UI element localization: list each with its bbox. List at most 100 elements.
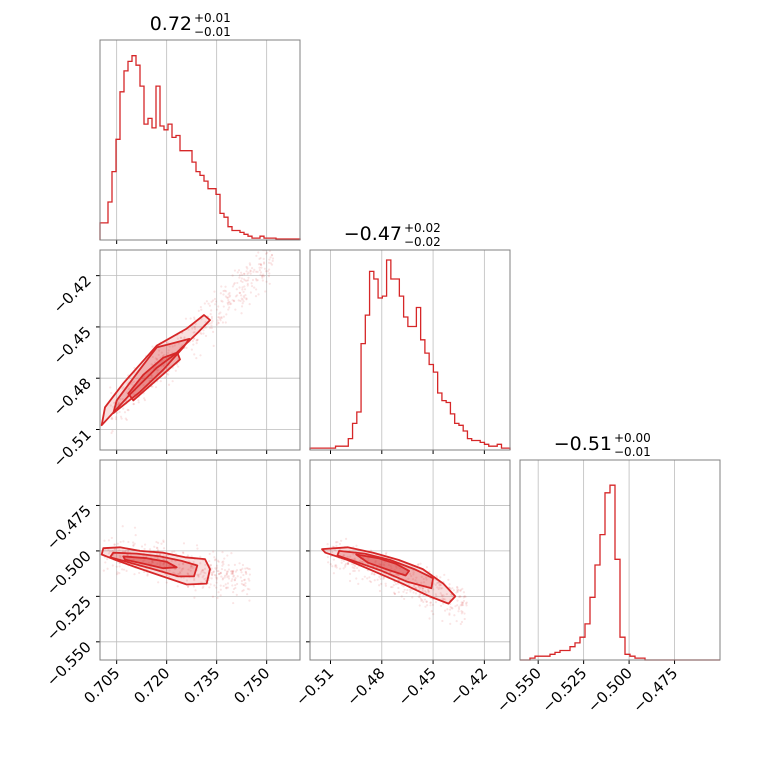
contour-level-3	[355, 553, 410, 577]
scatter-point	[225, 574, 228, 577]
scatter-point	[361, 578, 364, 581]
scatter-point	[230, 302, 233, 305]
scatter-point	[210, 577, 213, 580]
scatter-point	[445, 593, 448, 596]
scatter-point	[168, 345, 171, 348]
scatter-point	[122, 568, 126, 571]
scatter-point	[434, 583, 437, 587]
scatter-point	[449, 622, 452, 625]
scatter-point	[240, 297, 243, 300]
scatter-point	[234, 577, 237, 580]
scatter-point	[241, 567, 244, 570]
scatter-point	[243, 578, 246, 581]
scatter-point	[355, 577, 358, 580]
scatter-point	[455, 591, 458, 594]
scatter-point	[127, 540, 130, 544]
scatter-point	[233, 579, 236, 582]
scatter-point	[439, 604, 443, 607]
scatter-point	[255, 279, 258, 282]
scatter-point	[117, 401, 120, 405]
scatter-point	[193, 318, 196, 321]
scatter-point	[327, 561, 330, 564]
scatter-point	[419, 562, 422, 565]
scatter-point	[462, 599, 466, 603]
scatter-point	[226, 296, 229, 299]
scatter-point	[262, 275, 266, 278]
scatter-point	[226, 296, 230, 299]
scatter-point	[124, 417, 127, 420]
scatter-point	[243, 273, 246, 276]
scatter-point	[382, 563, 385, 566]
scatter-point	[201, 576, 204, 579]
scatter-point	[193, 316, 196, 319]
scatter-point	[431, 603, 435, 606]
scatter-point	[410, 574, 413, 578]
scatter-point	[182, 551, 185, 555]
scatter-point	[155, 369, 159, 372]
scatter-point	[378, 584, 381, 587]
scatter-point	[162, 563, 165, 566]
scatter-point	[265, 252, 268, 255]
scatter-point	[464, 602, 468, 605]
scatter-point	[242, 290, 245, 293]
scatter-point	[211, 595, 215, 598]
scatter-point	[207, 302, 210, 305]
scatter-point	[162, 554, 165, 557]
scatter-point	[366, 577, 369, 580]
scatter-point	[447, 578, 450, 581]
scatter-point	[334, 548, 337, 552]
scatter-point	[210, 324, 213, 327]
scatter-point	[450, 593, 453, 596]
title-minus: −0.01	[614, 445, 651, 459]
scatter-point	[166, 341, 169, 344]
scatter-point	[242, 278, 246, 281]
scatter-point	[171, 345, 174, 348]
scatter-point	[193, 337, 196, 340]
scatter-point	[116, 542, 119, 545]
scatter-point	[158, 563, 162, 567]
scatter-point	[168, 564, 171, 567]
scatter-point	[217, 321, 220, 325]
scatter-point	[192, 343, 195, 346]
scatter-point	[176, 572, 180, 575]
scatter-point	[262, 262, 266, 265]
title-minus: −0.02	[404, 235, 441, 249]
scatter-point	[368, 576, 371, 579]
scatter-point	[106, 567, 109, 570]
scatter-point	[257, 293, 260, 296]
scatter-point	[382, 576, 385, 579]
scatter-point	[249, 272, 252, 275]
scatter-point	[460, 601, 463, 604]
scatter-point	[185, 579, 189, 582]
scatter-point	[222, 305, 225, 308]
scatter-point	[231, 274, 234, 277]
scatter-point	[397, 586, 400, 590]
scatter-point	[215, 578, 218, 581]
scatter-point	[236, 271, 239, 274]
scatter-point	[335, 564, 338, 567]
scatter-point	[380, 582, 383, 585]
scatter-point	[462, 596, 465, 599]
scatter-point	[354, 564, 357, 568]
scatter-point	[407, 577, 410, 580]
scatter-point	[231, 570, 234, 573]
scatter-point	[248, 568, 251, 571]
scatter-point	[166, 372, 169, 375]
scatter-point	[223, 557, 226, 560]
scatter-point	[225, 313, 228, 316]
scatter-point	[204, 321, 207, 324]
scatter-point	[335, 544, 338, 547]
scatter-point	[216, 321, 220, 324]
scatter-point	[216, 569, 219, 573]
scatter-point	[162, 353, 166, 357]
scatter-point	[371, 571, 374, 574]
scatter-point	[189, 566, 192, 569]
scatter-point	[140, 545, 144, 548]
scatter-point	[116, 571, 119, 574]
scatter-point	[118, 572, 121, 575]
scatter-point	[110, 416, 113, 419]
scatter-point	[440, 593, 443, 597]
scatter-point	[352, 563, 356, 566]
scatter-point	[177, 342, 180, 345]
scatter-point	[392, 584, 395, 587]
